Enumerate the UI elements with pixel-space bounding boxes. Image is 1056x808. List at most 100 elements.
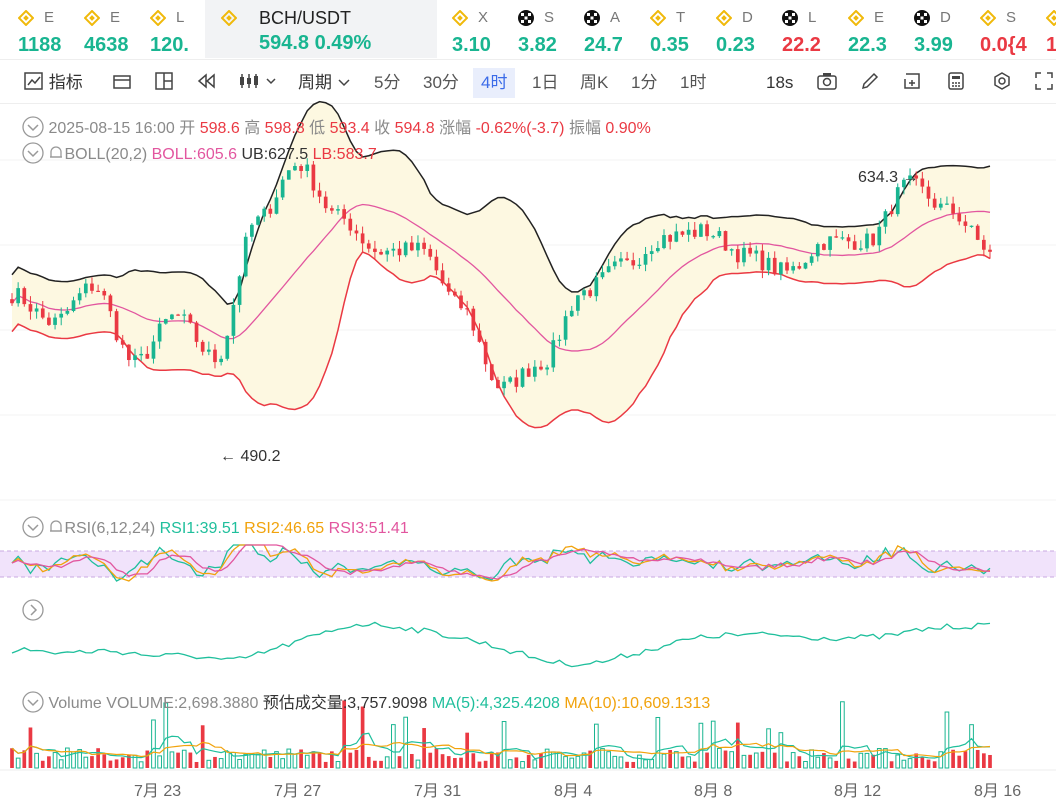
volume-bar <box>827 757 833 769</box>
volume-bar <box>544 748 550 769</box>
boll-mid-line <box>11 203 991 352</box>
volume-bar <box>951 749 955 768</box>
candle-body <box>422 242 426 249</box>
add-indicator-button[interactable] <box>902 68 922 98</box>
collapse-icon[interactable] <box>22 142 44 164</box>
calculator-icon <box>948 72 964 90</box>
candle-body <box>53 317 57 325</box>
candle-body <box>686 229 691 235</box>
volume-bar <box>563 756 568 769</box>
rewind-icon <box>197 73 215 89</box>
settings-button[interactable] <box>992 68 1012 98</box>
volume-bar <box>83 756 89 769</box>
volume-bar <box>532 759 538 769</box>
period-4h[interactable]: 4时 <box>473 68 516 98</box>
ticker-item[interactable]: L 120. <box>150 6 208 58</box>
draw-button[interactable] <box>860 68 880 98</box>
ticker-price: 22.3 <box>848 34 887 56</box>
bell-icon[interactable] <box>48 518 64 536</box>
bell-icon[interactable] <box>48 144 64 162</box>
ticker-item[interactable]: L 22.2 <box>782 6 840 58</box>
candle-body <box>489 364 494 380</box>
period-1w[interactable]: 周K <box>580 73 609 92</box>
ticker-item[interactable]: X 3.10 <box>452 6 510 58</box>
volume-bar <box>760 751 765 768</box>
candle-style-button[interactable] <box>112 68 132 98</box>
period-5m[interactable]: 5分 <box>374 73 401 92</box>
volume-bar <box>317 752 322 768</box>
volume-bar <box>858 752 864 769</box>
candle-body <box>243 236 248 277</box>
candle-body <box>65 310 70 314</box>
refresh-interval[interactable]: 18s <box>766 73 794 92</box>
okx-icon <box>584 10 600 26</box>
ticker-item[interactable]: 1 <box>1046 6 1056 58</box>
ticker-symbol: S <box>544 9 555 26</box>
calculator-button[interactable] <box>946 68 966 98</box>
volume-ma10: MA(10):10,609.1313 <box>564 695 711 712</box>
volume-bar <box>705 752 709 768</box>
ticker-item[interactable]: T 0.35 <box>650 6 708 58</box>
volume-bar <box>415 759 421 769</box>
volume-bar <box>926 759 931 768</box>
collapse-icon[interactable] <box>22 516 44 538</box>
candle-body <box>299 166 303 171</box>
ticker-item[interactable]: D 0.23 <box>716 6 774 58</box>
candle-body <box>945 203 949 205</box>
ticker-item[interactable]: E 1188 <box>18 6 76 58</box>
chart-type-dropdown[interactable] <box>238 68 278 98</box>
period-1h[interactable]: 1时 <box>680 73 707 92</box>
candle-body <box>200 341 205 352</box>
ticker-item[interactable]: S 0.0{4 <box>980 6 1038 58</box>
candle-body <box>10 299 14 304</box>
ticker-item[interactable]: BCH/USDT 594.8 0.49% <box>205 0 437 58</box>
candle-body <box>440 270 445 284</box>
candle-body <box>256 216 260 225</box>
period-1m[interactable]: 1分 <box>631 73 658 92</box>
period-1d[interactable]: 1日 <box>532 73 559 92</box>
ticker-symbol: E <box>110 9 121 26</box>
period-dropdown[interactable]: 周期 <box>298 68 351 98</box>
volume-bar <box>686 756 691 769</box>
volume-bar <box>883 748 888 769</box>
expand-icon[interactable] <box>21 598 45 622</box>
candle-body <box>926 186 931 199</box>
ticker-item[interactable]: D 3.99 <box>914 6 972 58</box>
volume-bar <box>330 751 334 768</box>
ticker-item[interactable]: S 3.82 <box>518 6 576 58</box>
candle-body <box>428 248 433 257</box>
bnb-icon <box>716 10 732 26</box>
volume-bar <box>717 747 722 769</box>
replay-button[interactable] <box>196 68 216 98</box>
ticker-price: 1 <box>1046 34 1056 57</box>
candle-body <box>840 237 845 239</box>
candle-body <box>453 291 457 296</box>
collapse-icon[interactable] <box>22 116 44 138</box>
candle-body <box>188 314 193 323</box>
bnb-icon <box>221 10 237 26</box>
fullscreen-button[interactable] <box>1034 68 1054 98</box>
indicators-button[interactable]: 指标 <box>24 68 83 98</box>
collapse-icon[interactable] <box>22 691 44 713</box>
volume-bar <box>625 761 629 768</box>
candle-body <box>409 242 414 251</box>
candle-body <box>280 179 285 198</box>
layout-button[interactable] <box>154 68 174 98</box>
candle-body <box>637 264 642 266</box>
low-marker-value: 490.2 <box>240 448 281 465</box>
ticker-item[interactable]: E 22.3 <box>848 6 906 58</box>
candle-body <box>34 308 39 312</box>
candle-body <box>170 314 174 320</box>
candle-body <box>779 262 783 275</box>
period-30m[interactable]: 30分 <box>423 73 459 92</box>
volume-bar <box>496 752 500 768</box>
candle-body <box>145 353 150 359</box>
volume-bar <box>446 756 451 768</box>
volume-bar <box>895 754 901 769</box>
screenshot-button[interactable] <box>816 68 838 98</box>
ticker-item[interactable]: A 24.7 <box>584 6 642 58</box>
volume-bar <box>753 752 759 769</box>
candle-body <box>717 231 722 237</box>
ticker-item[interactable]: E 4638 <box>84 6 142 58</box>
